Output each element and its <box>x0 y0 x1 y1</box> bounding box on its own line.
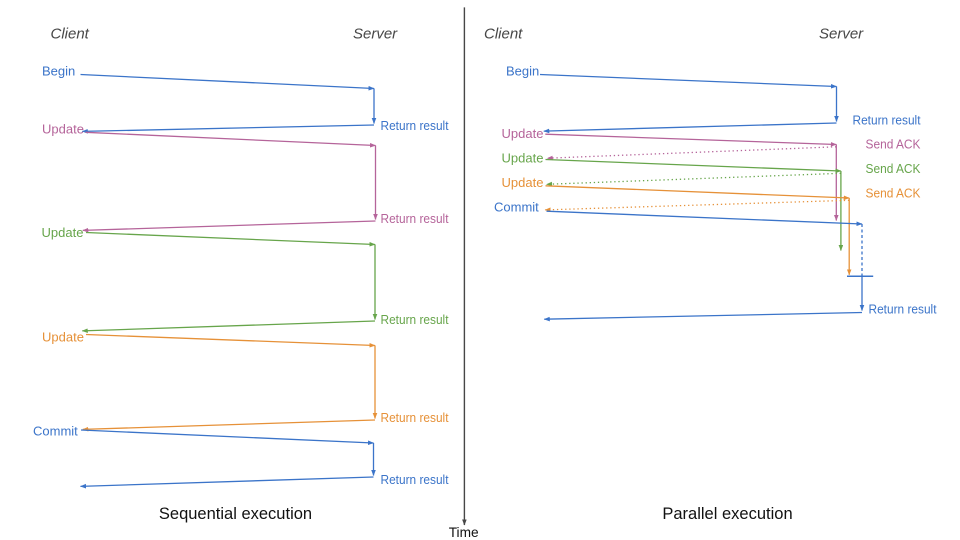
svg-text:Update: Update <box>502 175 544 190</box>
svg-text:Send ACK: Send ACK <box>866 137 921 152</box>
svg-text:Return result: Return result <box>853 113 921 128</box>
svg-text:Server: Server <box>353 25 398 42</box>
svg-text:Return result: Return result <box>381 410 449 425</box>
svg-text:Update: Update <box>42 122 84 137</box>
svg-text:Send ACK: Send ACK <box>866 186 921 201</box>
svg-text:Update: Update <box>502 151 544 166</box>
svg-text:Sequential execution: Sequential execution <box>159 505 312 523</box>
svg-text:Return result: Return result <box>381 472 449 487</box>
svg-text:Return result: Return result <box>381 211 449 226</box>
svg-text:Commit: Commit <box>494 200 539 215</box>
svg-text:Server: Server <box>819 25 864 42</box>
svg-text:Send ACK: Send ACK <box>866 161 921 176</box>
svg-text:Commit: Commit <box>33 424 78 439</box>
svg-text:Return result: Return result <box>869 301 937 316</box>
svg-text:Return result: Return result <box>381 312 449 327</box>
svg-text:Update: Update <box>502 126 544 141</box>
svg-text:Client: Client <box>51 25 90 42</box>
svg-text:Time: Time <box>449 525 479 540</box>
svg-text:Update: Update <box>42 330 84 345</box>
svg-text:Return result: Return result <box>381 118 449 133</box>
svg-text:Begin: Begin <box>506 64 539 79</box>
svg-text:Parallel execution: Parallel execution <box>662 505 792 523</box>
svg-text:Client: Client <box>484 25 523 42</box>
svg-text:Update: Update <box>42 225 84 240</box>
svg-text:Begin: Begin <box>42 64 75 79</box>
